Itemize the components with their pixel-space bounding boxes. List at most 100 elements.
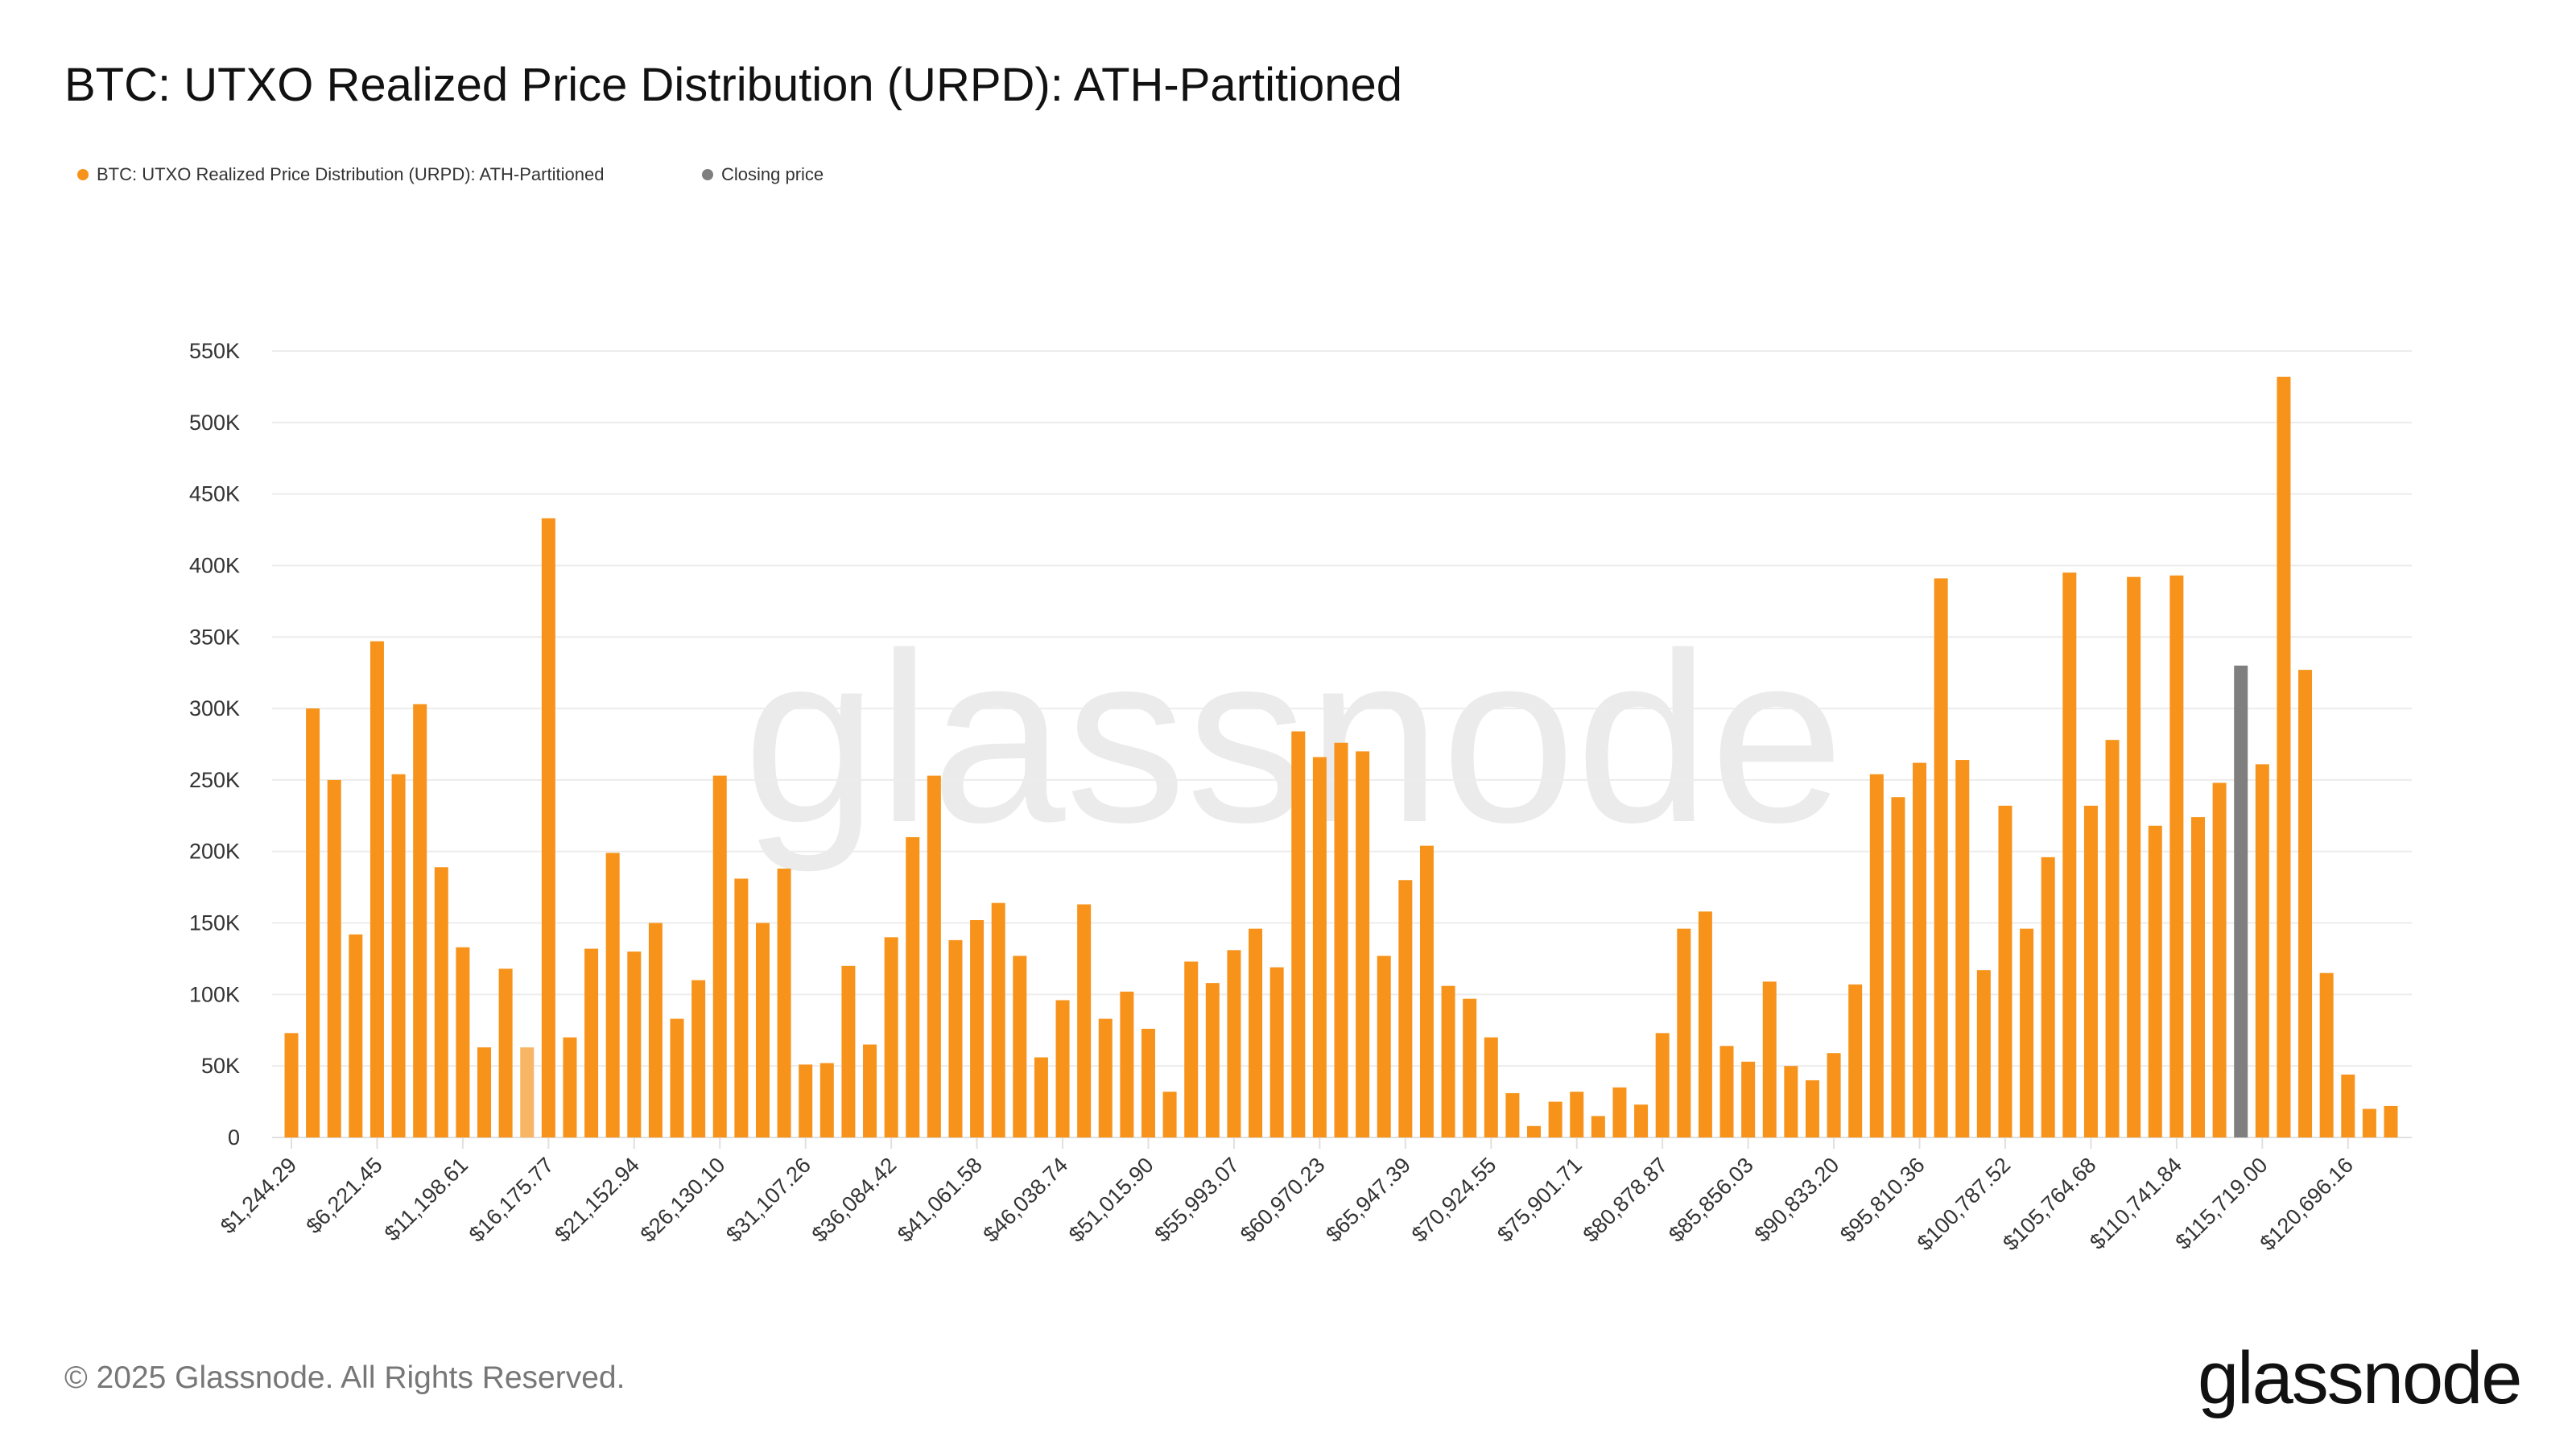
bar[interactable] (391, 774, 406, 1137)
bar[interactable] (1805, 1080, 1819, 1137)
bar[interactable] (520, 1047, 535, 1137)
bar[interactable] (1634, 1104, 1649, 1137)
bar[interactable] (1913, 762, 1927, 1137)
bar[interactable] (2298, 670, 2313, 1137)
bar[interactable] (777, 869, 791, 1137)
bar[interactable] (1570, 1092, 1584, 1137)
bar[interactable] (670, 1018, 684, 1137)
bar[interactable] (584, 948, 599, 1137)
bar[interactable] (1784, 1066, 1798, 1137)
bar[interactable] (648, 923, 663, 1137)
bar[interactable] (1334, 742, 1348, 1137)
bar[interactable] (1934, 578, 1948, 1137)
bar[interactable] (970, 919, 985, 1137)
bar[interactable] (1162, 1092, 1177, 1137)
bar[interactable] (1013, 956, 1027, 1137)
bar[interactable] (884, 937, 898, 1137)
bar[interactable] (2148, 825, 2162, 1137)
bar[interactable] (691, 980, 706, 1137)
bar[interactable] (1120, 991, 1134, 1137)
bar[interactable] (1698, 911, 1712, 1137)
bar[interactable] (2319, 972, 2334, 1137)
bar[interactable] (2083, 805, 2098, 1137)
bar[interactable] (1312, 757, 1327, 1137)
bar[interactable] (927, 775, 941, 1137)
bar[interactable] (306, 708, 320, 1137)
bar[interactable] (1377, 956, 1391, 1137)
bar[interactable] (1484, 1037, 1498, 1137)
bar[interactable] (541, 518, 555, 1137)
bar[interactable] (1463, 998, 1477, 1137)
bar[interactable] (1055, 1000, 1070, 1137)
bar[interactable] (2105, 740, 2120, 1137)
bar[interactable] (2020, 928, 2034, 1137)
bar[interactable] (1098, 1018, 1113, 1137)
bar[interactable] (1848, 984, 1863, 1137)
bar[interactable] (1419, 845, 1434, 1137)
bar[interactable] (1034, 1057, 1048, 1137)
bar[interactable] (1998, 805, 2013, 1137)
bar[interactable] (1762, 981, 1777, 1137)
bar[interactable] (349, 934, 363, 1137)
bar[interactable] (1249, 928, 1263, 1137)
bar[interactable] (2062, 572, 2077, 1137)
bar[interactable] (1077, 904, 1092, 1137)
bar[interactable] (991, 902, 1005, 1137)
bar[interactable] (841, 965, 856, 1137)
bar[interactable] (2362, 1108, 2376, 1137)
bar[interactable] (755, 923, 770, 1137)
bar[interactable] (627, 952, 642, 1137)
bar[interactable] (1655, 1033, 1670, 1137)
bar[interactable] (2341, 1074, 2355, 1137)
bar[interactable] (863, 1044, 877, 1137)
bar[interactable] (1356, 751, 1370, 1137)
bar[interactable] (1741, 1061, 1756, 1137)
bar[interactable] (1955, 760, 1970, 1137)
bar[interactable] (2041, 857, 2055, 1137)
bar[interactable] (2169, 575, 2184, 1137)
bar[interactable] (327, 779, 341, 1137)
bar[interactable] (1398, 880, 1413, 1137)
bar[interactable] (563, 1037, 577, 1137)
bar[interactable] (1205, 983, 1220, 1137)
bar[interactable] (1869, 774, 1884, 1137)
bar[interactable] (2277, 376, 2291, 1137)
bar[interactable] (799, 1064, 813, 1137)
bar[interactable] (1591, 1116, 1605, 1137)
bar[interactable] (2212, 782, 2227, 1137)
bar[interactable] (1227, 950, 1241, 1137)
bar[interactable] (1141, 1028, 1155, 1137)
legend-item-closing-price[interactable]: Closing price (702, 164, 824, 185)
bar[interactable] (498, 968, 513, 1137)
bar[interactable] (1827, 1053, 1841, 1137)
bar[interactable] (819, 1063, 834, 1137)
bar[interactable] (948, 939, 963, 1137)
bar[interactable] (2384, 1105, 2398, 1137)
bar[interactable] (1291, 731, 1306, 1137)
closing-price-bar[interactable] (2234, 665, 2248, 1137)
bar[interactable] (1891, 797, 1905, 1137)
bar[interactable] (712, 775, 727, 1137)
bar[interactable] (1441, 985, 1455, 1137)
bar[interactable] (906, 836, 920, 1137)
bar[interactable] (1612, 1087, 1627, 1137)
bar[interactable] (2190, 817, 2205, 1137)
bar[interactable] (1527, 1125, 1542, 1137)
bar[interactable] (605, 852, 620, 1137)
bar[interactable] (477, 1047, 492, 1137)
bar[interactable] (1677, 928, 1691, 1137)
bar[interactable] (1184, 961, 1199, 1137)
bar[interactable] (2127, 576, 2141, 1137)
bar[interactable] (734, 878, 749, 1137)
bar[interactable] (1548, 1101, 1563, 1137)
bar[interactable] (284, 1033, 299, 1137)
bar[interactable] (456, 947, 470, 1137)
bar[interactable] (434, 867, 448, 1137)
bar[interactable] (2255, 764, 2269, 1137)
bar[interactable] (1976, 970, 1991, 1137)
bar[interactable] (1719, 1046, 1734, 1137)
bar[interactable] (369, 641, 384, 1137)
bar[interactable] (413, 704, 427, 1137)
bar[interactable] (1505, 1092, 1520, 1137)
bar[interactable] (1269, 967, 1284, 1137)
